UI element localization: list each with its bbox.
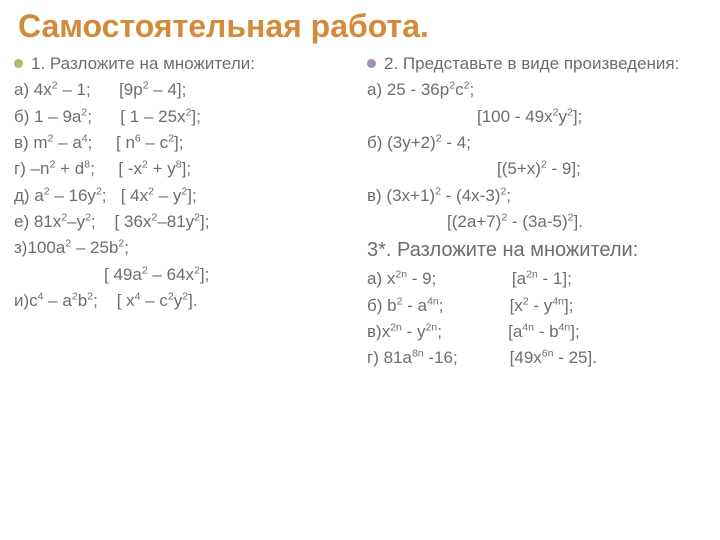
right-item-b: б) (3y+2)2 - 4; <box>367 130 712 156</box>
bullet-icon <box>14 59 23 68</box>
left-item-d: д) a2 – 16y2; [ 4x2 – y2]; <box>14 183 363 209</box>
right-heading: 2. Представьте в виде произведения: <box>367 51 712 77</box>
left-item-g: г) –n2 + d8; [ -x2 + y8]; <box>14 156 363 182</box>
content-area: 1. Разложите на множители: а) 4x2 – 1; [… <box>0 51 720 372</box>
task3-item-a: а) x2n - 9; [a2n - 1]; <box>367 266 712 292</box>
right-item-v: в) (3x+1)2 - (4x-3)2; <box>367 183 712 209</box>
bullet-icon <box>367 59 376 68</box>
right-column: 2. Представьте в виде произведения: а) 2… <box>363 51 712 372</box>
left-heading: 1. Разложите на множители: <box>14 51 363 77</box>
left-item-z2: [ 49a2 – 64x2]; <box>14 262 363 288</box>
right-item-a2: [100 - 49x2y2]; <box>367 104 712 130</box>
task3-item-b: б) b2 - a4n; [x2 - y4n]; <box>367 293 712 319</box>
left-item-a: а) 4x2 – 1; [9p2 – 4]; <box>14 77 363 103</box>
right-item-b2: [(5+x)2 - 9]; <box>367 156 712 182</box>
left-item-z: з)100a2 – 25b2; <box>14 235 363 261</box>
left-heading-text: 1. Разложите на множители: <box>31 54 255 73</box>
left-item-v: в) m2 – a4; [ n6 – c2]; <box>14 130 363 156</box>
right-heading-text: 2. Представьте в виде произведения: <box>384 54 679 73</box>
left-item-b: б) 1 – 9a2; [ 1 – 25x2]; <box>14 104 363 130</box>
page-title: Самостоятельная работа. <box>0 0 720 51</box>
task3-item-g: г) 81a8n -16; [49x6n - 25]. <box>367 345 712 371</box>
task3-item-v: в)x2n - y2n; [a4n - b4n]; <box>367 319 712 345</box>
left-column: 1. Разложите на множители: а) 4x2 – 1; [… <box>14 51 363 372</box>
right-item-a: а) 25 - 36p2c2; <box>367 77 712 103</box>
left-item-e: е) 81x2–y2; [ 36x2–81y2]; <box>14 209 363 235</box>
right-item-v2: [(2a+7)2 - (3a-5)2]. <box>367 209 712 235</box>
left-item-i: и)c4 – a2b2; [ x4 – c2y2]. <box>14 288 363 314</box>
task3-heading: 3*. Разложите на множители: <box>367 235 712 266</box>
